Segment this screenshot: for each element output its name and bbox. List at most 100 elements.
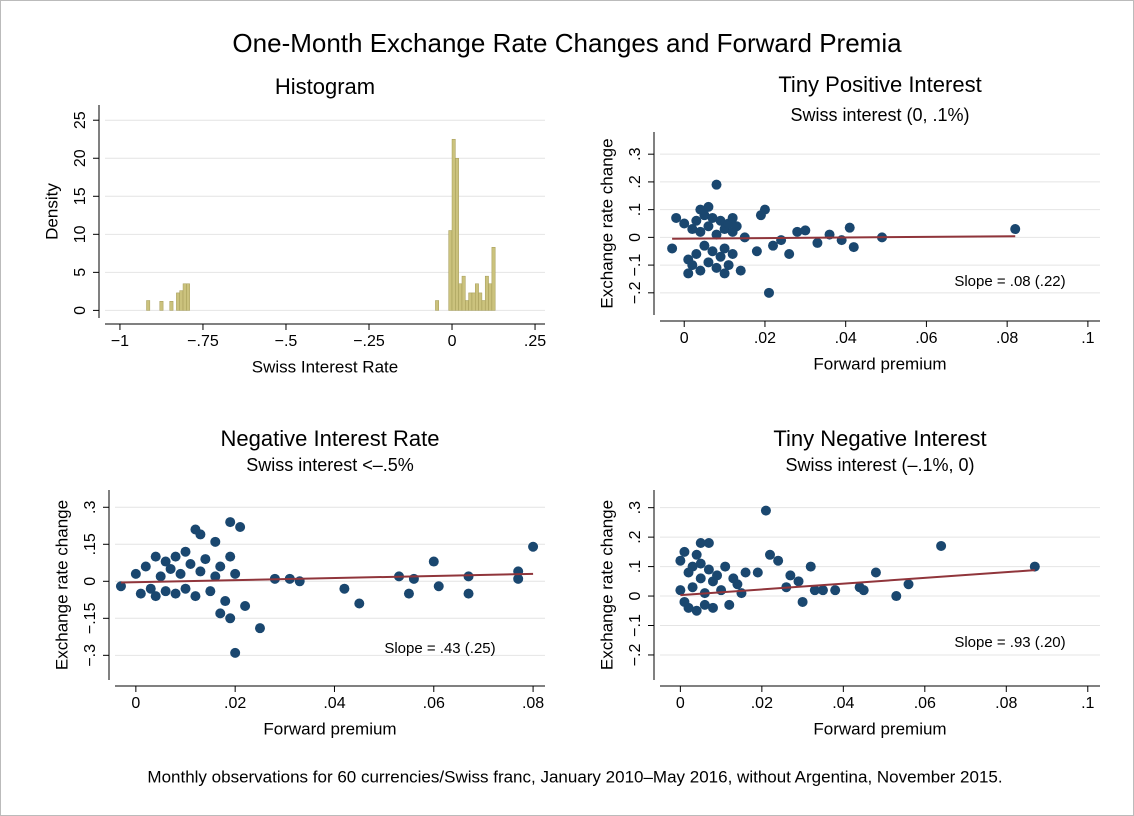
y-tick-label: 15: [72, 187, 89, 205]
scatter-point: [719, 268, 730, 279]
scatter-point: [180, 583, 191, 594]
y-tick-label: 0: [627, 591, 644, 600]
y-tick-label: −.1: [627, 254, 644, 277]
scatter-point: [936, 540, 947, 551]
scatter-point: [707, 212, 718, 223]
scatter-point: [403, 588, 414, 599]
scatter-point: [703, 201, 714, 212]
scatter-point: [140, 561, 151, 572]
hist-bar: [169, 301, 174, 311]
scatter-point: [691, 549, 702, 560]
scatter-point: [703, 221, 714, 232]
scatter-point: [691, 215, 702, 226]
x-tick-label: .04: [832, 695, 854, 712]
x-tick-label: .1: [1081, 695, 1094, 712]
y-tick-label: 0: [72, 306, 89, 315]
scatter-point: [115, 581, 126, 592]
slope-annotation: Slope = .93 (.20): [954, 634, 1065, 651]
scatter-point: [800, 225, 811, 236]
panel-title: Negative Interest Rate: [221, 426, 440, 451]
y-axis-label: Exchange rate change: [597, 500, 616, 670]
x-axis-label: Forward premium: [263, 719, 396, 738]
scatter-point: [683, 602, 694, 613]
x-tick-label: −1: [111, 333, 129, 350]
x-tick-label: .08: [995, 695, 1017, 712]
scatter-point: [752, 567, 763, 578]
y-tick-label: .3: [627, 501, 644, 514]
scatter-point: [763, 287, 774, 298]
scatter-point: [805, 561, 816, 572]
scatter-point: [170, 588, 181, 599]
x-tick-label: .02: [754, 330, 776, 347]
hist-bar: [491, 247, 496, 311]
fit-line: [672, 235, 1016, 240]
hist-bar: [455, 158, 459, 311]
x-axis-label: Forward premium: [813, 719, 946, 738]
scatter-point: [230, 568, 241, 579]
panel-title: Tiny Positive Interest: [778, 72, 981, 97]
x-tick-label: 0: [131, 695, 140, 712]
hist-bar: [182, 283, 187, 311]
y-tick-label: .1: [627, 560, 644, 573]
scatter-point: [751, 246, 762, 257]
scatter-point: [711, 229, 722, 240]
fit-line: [120, 572, 534, 584]
fit-line: [680, 569, 1035, 597]
x-tick-label: .04: [835, 330, 857, 347]
x-tick-label: .06: [915, 330, 937, 347]
slope-annotation: Slope = .08 (.22): [954, 273, 1065, 290]
scatter-point: [230, 647, 241, 658]
scatter-point: [858, 585, 869, 596]
y-tick-label: −.1: [627, 614, 644, 637]
scatter-point: [740, 567, 751, 578]
scatter-point: [695, 265, 706, 276]
x-tick-label: 0: [676, 695, 685, 712]
scatter-point: [679, 546, 690, 557]
y-tick-label: 20: [72, 149, 89, 167]
scatter-point: [727, 249, 738, 259]
x-tick-label: −.5: [275, 333, 298, 350]
scatter-point: [175, 568, 186, 579]
scatter-point: [715, 251, 726, 262]
y-tick-label: .2: [627, 175, 644, 188]
scatter-point: [190, 591, 201, 602]
scatter-point: [195, 566, 206, 577]
scatter-point: [687, 561, 698, 572]
panel-title: Tiny Negative Interest: [773, 426, 986, 451]
scatter-point: [731, 221, 742, 232]
scatter-point: [792, 226, 803, 237]
scatter-point: [703, 257, 714, 268]
figure-note: Monthly observations for 60 currencies/S…: [147, 767, 1002, 786]
scatter-point: [703, 564, 714, 575]
scatter-point: [699, 599, 710, 610]
y-tick-label: 5: [72, 268, 89, 277]
scatter-point: [155, 571, 166, 582]
scatter-point: [210, 571, 221, 582]
scatter-point: [210, 536, 221, 547]
scatter-point: [707, 602, 718, 613]
scatter-point: [433, 581, 444, 592]
scatter-point: [235, 522, 246, 533]
scatter-point: [707, 246, 718, 257]
scatter-point: [760, 505, 771, 516]
scatter-point: [513, 573, 524, 584]
scatter-point: [695, 226, 706, 237]
y-tick-label: 10: [72, 225, 89, 243]
scatter-point: [724, 599, 735, 610]
scatter-point: [225, 613, 236, 624]
scatter-point: [712, 570, 723, 581]
x-tick-label: −.25: [353, 333, 385, 350]
scatter-point: [695, 538, 706, 549]
y-tick-label: .15: [82, 533, 99, 555]
scatter-point: [784, 249, 795, 259]
scatter-point: [150, 551, 161, 562]
scatter-point: [667, 243, 678, 254]
scatter-point: [160, 586, 171, 597]
hist-bar: [435, 300, 439, 311]
x-tick-label: .25: [524, 333, 546, 350]
scatter-point: [215, 561, 226, 572]
scatter-point: [723, 260, 734, 271]
x-tick-label: .1: [1081, 330, 1094, 347]
scatter-point: [354, 598, 365, 609]
